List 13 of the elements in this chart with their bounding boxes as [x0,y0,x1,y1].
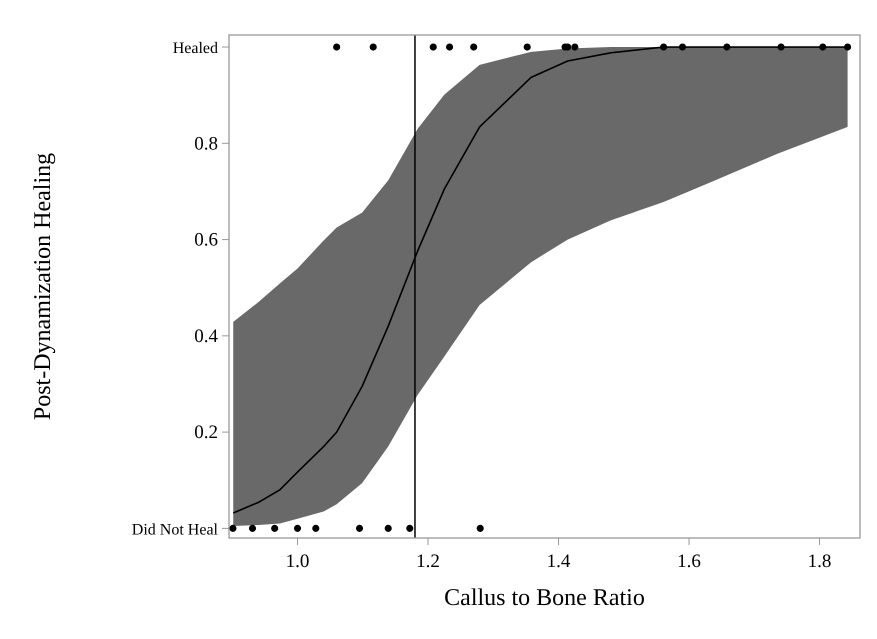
x-tick-label: 1.0 [286,551,310,572]
x-tick-label: 1.6 [677,551,701,572]
x-tick-label: 1.4 [546,551,571,572]
y-tick-label: 0.6 [194,230,218,251]
y-tick-label: 0.2 [194,422,218,444]
y-axis-title: Post-Dynamization Healing [30,152,56,420]
x-tick-label: 1.2 [416,551,440,572]
y-tick-label: 0.4 [194,326,218,347]
x-axis-title: Callus to Bone Ratio [444,585,645,611]
y-tick-label: Healed [172,40,218,58]
y-tick-label: Did Not Heal [132,521,219,538]
y-tick-label: 0.8 [194,133,218,154]
x-tick-label: 1.8 [808,551,832,572]
